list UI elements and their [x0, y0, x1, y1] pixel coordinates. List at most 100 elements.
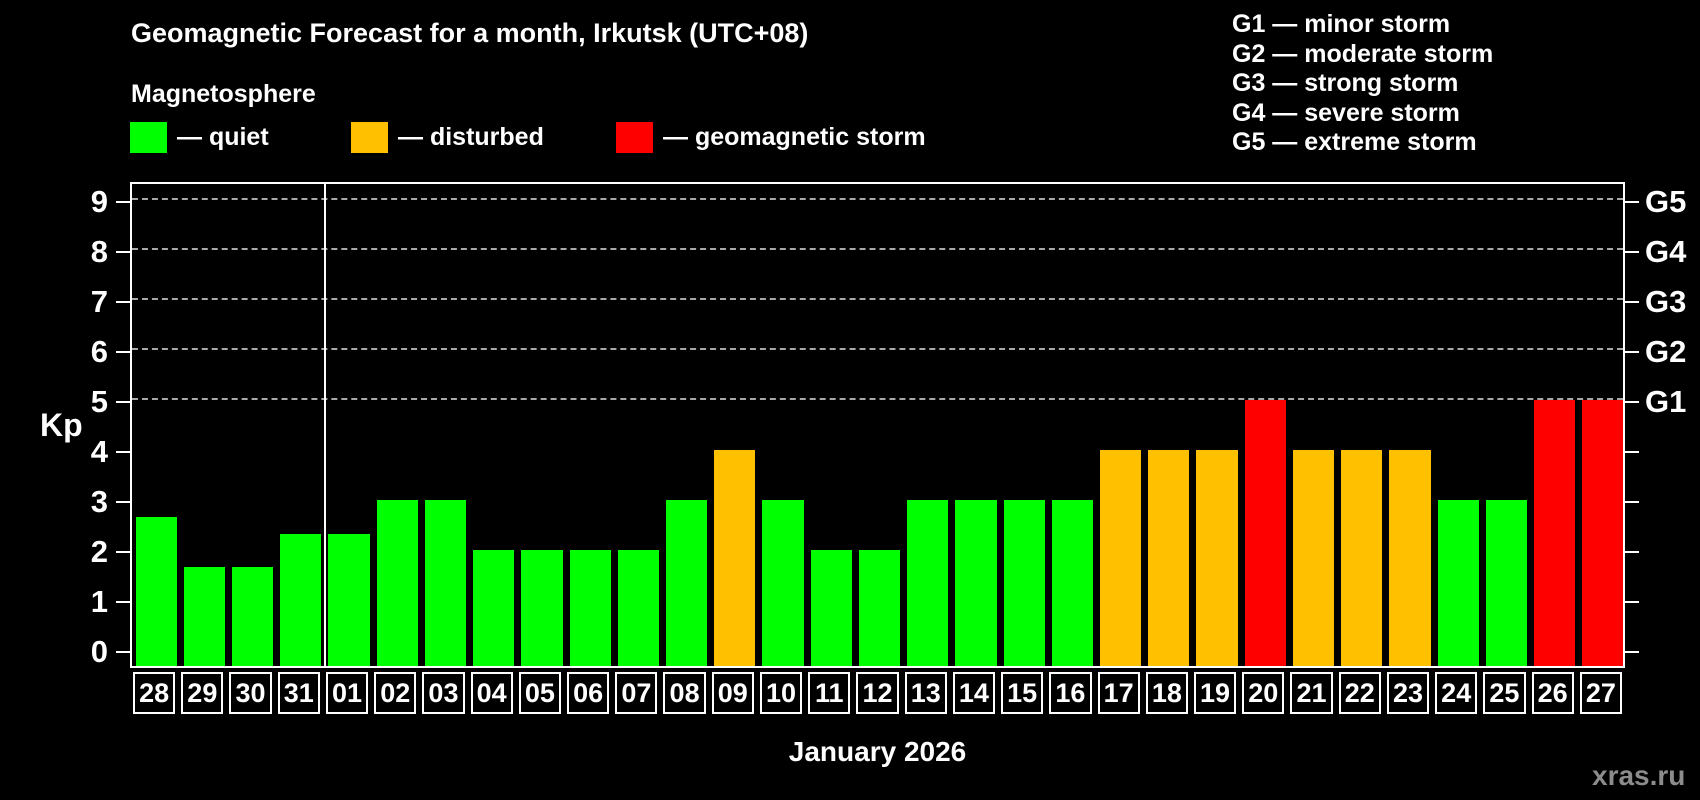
left-tick-6 — [116, 351, 130, 353]
date-cell-10: 10 — [759, 672, 803, 714]
g-legend-line-g2: G2 — moderate storm — [1232, 39, 1494, 68]
bar-27 — [1582, 400, 1624, 666]
left-tick-9 — [116, 201, 130, 203]
y-axis-tick-label-9: 9 — [90, 184, 108, 219]
bar-03 — [424, 500, 467, 666]
y-axis-title: Kp — [40, 407, 83, 443]
date-cell-12: 12 — [856, 672, 899, 714]
right-tick-1 — [1625, 601, 1639, 603]
bar-06 — [569, 550, 611, 666]
date-cell-20: 20 — [1242, 672, 1285, 714]
gridline-kp7 — [132, 298, 1623, 300]
date-cell-15: 15 — [1001, 672, 1044, 714]
right-tick-2 — [1625, 551, 1639, 553]
date-cell-03: 03 — [422, 672, 465, 714]
bar-19 — [1196, 450, 1238, 666]
gridline-kp8 — [132, 248, 1623, 250]
g-legend-line-g3: G3 — strong storm — [1232, 69, 1459, 97]
date-cell-01: 01 — [325, 672, 369, 714]
date-cell-24: 24 — [1435, 672, 1478, 714]
date-cell-22: 22 — [1338, 672, 1381, 714]
date-cell-17: 17 — [1097, 672, 1140, 714]
y-axis-tick-label-0: 0 — [90, 634, 108, 669]
date-cell-18: 18 — [1145, 672, 1188, 714]
bar-11 — [810, 550, 852, 666]
y-axis-tick-label-2: 2 — [90, 534, 108, 569]
date-cell-25: 25 — [1483, 672, 1526, 714]
left-tick-1 — [116, 601, 130, 603]
date-cell-13: 13 — [904, 672, 947, 714]
right-axis-label-g5: G5 — [1645, 184, 1687, 219]
bar-23 — [1389, 450, 1431, 666]
left-tick-2 — [116, 551, 130, 553]
storm-color-swatch — [616, 122, 653, 153]
right-tick-3 — [1625, 501, 1639, 503]
date-cell-27: 27 — [1579, 672, 1622, 714]
right-tick-5 — [1625, 401, 1639, 403]
bar-16 — [1051, 500, 1093, 666]
right-tick-0 — [1625, 651, 1639, 653]
date-cell-28: 28 — [133, 672, 176, 714]
page-title: Geomagnetic Forecast for a month, Irkuts… — [131, 18, 809, 48]
plot-area — [130, 182, 1625, 668]
left-tick-4 — [116, 451, 130, 453]
y-axis-tick-label-3: 3 — [90, 484, 108, 519]
y-axis-tick-label-4: 4 — [90, 434, 108, 469]
date-cell-21: 21 — [1290, 672, 1333, 714]
gridline-kp6 — [132, 348, 1623, 350]
g-legend-line-g1: G1 — minor storm — [1232, 10, 1451, 38]
right-tick-8 — [1625, 251, 1639, 253]
legend-item-storm: — geomagnetic storm — [616, 121, 926, 154]
bar-15 — [1003, 500, 1045, 666]
legend-item-label: — disturbed — [398, 123, 544, 151]
bar-22 — [1341, 450, 1383, 666]
date-cell-30: 30 — [229, 672, 272, 714]
bar-25 — [1485, 500, 1528, 666]
g-scale-legend: G1 — minor storm G2 — moderate storm G3 … — [1232, 10, 1493, 158]
x-axis-title: January 2026 — [788, 736, 967, 767]
legend-item-label: — quiet — [177, 123, 269, 151]
y-axis-tick-label-7: 7 — [90, 284, 108, 319]
date-cell-11: 11 — [808, 672, 851, 714]
bar-24 — [1437, 500, 1479, 666]
bar-05 — [521, 550, 563, 666]
left-tick-3 — [116, 501, 130, 503]
bar-02 — [376, 500, 418, 666]
date-cell-23: 23 — [1386, 672, 1430, 714]
date-cell-19: 19 — [1193, 672, 1237, 714]
bar-09 — [714, 450, 756, 666]
date-cell-16: 16 — [1049, 672, 1092, 714]
gridline-kp9 — [132, 198, 1623, 200]
date-cell-14: 14 — [952, 672, 996, 714]
bar-31 — [280, 533, 322, 666]
bar-18 — [1148, 450, 1190, 666]
bar-29 — [183, 566, 225, 666]
left-tick-0 — [116, 651, 130, 653]
right-axis-label-g2: G2 — [1645, 334, 1687, 369]
right-axis-label-g4: G4 — [1645, 234, 1687, 269]
date-cell-08: 08 — [663, 672, 706, 714]
bar-17 — [1100, 450, 1142, 666]
bar-12 — [858, 550, 901, 666]
bar-14 — [955, 500, 997, 666]
date-cell-29: 29 — [181, 672, 224, 714]
bar-04 — [473, 550, 515, 666]
left-tick-7 — [116, 301, 130, 303]
y-axis-tick-label-8: 8 — [90, 234, 108, 269]
bar-07 — [617, 550, 659, 666]
right-tick-6 — [1625, 351, 1639, 353]
right-tick-9 — [1625, 201, 1639, 203]
g-legend-line-g5: G5 — extreme storm — [1232, 128, 1477, 156]
bar-30 — [231, 566, 274, 666]
bar-10 — [762, 500, 804, 666]
right-axis-label-g3: G3 — [1645, 284, 1687, 319]
magnetosphere-legend-title: Magnetosphere — [131, 80, 316, 108]
gridline-kp5 — [132, 398, 1623, 400]
date-cell-31: 31 — [277, 672, 320, 714]
g-legend-line-g4: G4 — severe storm — [1232, 98, 1460, 127]
bar-01 — [328, 533, 370, 666]
legend-item-label: — geomagnetic storm — [663, 123, 926, 151]
date-cell-09: 09 — [711, 672, 754, 714]
